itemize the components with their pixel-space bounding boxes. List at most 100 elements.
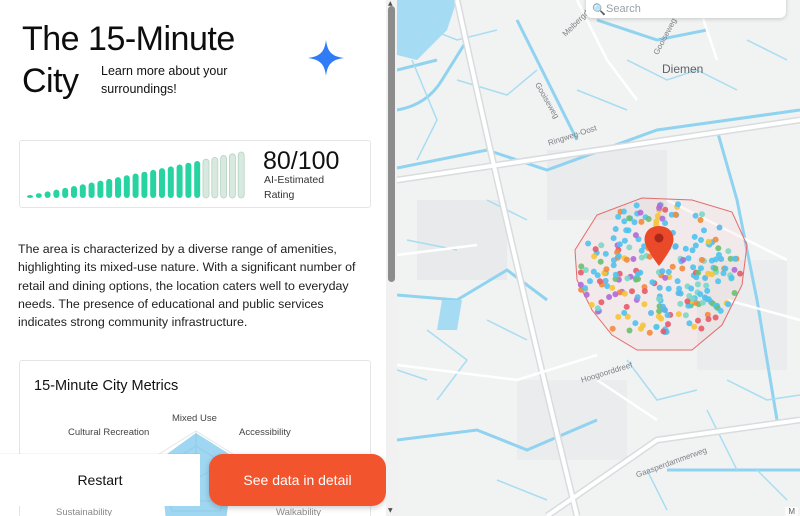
amenity-dot[interactable] (674, 278, 681, 285)
amenity-dot[interactable] (632, 232, 639, 239)
amenity-dot[interactable] (705, 316, 712, 323)
amenity-dot[interactable] (615, 313, 622, 320)
amenity-dot[interactable] (732, 255, 738, 262)
amenity-dot[interactable] (660, 328, 667, 335)
amenity-dot[interactable] (694, 281, 701, 288)
amenity-dot[interactable] (703, 282, 710, 289)
amenity-dot[interactable] (630, 256, 637, 262)
amenity-dot[interactable] (577, 281, 584, 288)
amenity-dot[interactable] (656, 296, 662, 302)
location-pin-icon[interactable] (644, 226, 674, 266)
amenity-dot[interactable] (665, 285, 672, 292)
amenity-dot[interactable] (626, 215, 633, 222)
amenity-dot[interactable] (645, 216, 652, 222)
amenity-dot[interactable] (672, 243, 679, 250)
amenity-dot[interactable] (675, 201, 681, 208)
amenity-dot[interactable] (615, 253, 622, 259)
amenity-dot[interactable] (659, 215, 666, 222)
amenity-dot[interactable] (621, 290, 628, 297)
amenity-dot[interactable] (655, 313, 662, 320)
amenity-dot[interactable] (708, 271, 715, 278)
amenity-dot[interactable] (634, 294, 641, 301)
amenity-dot[interactable] (662, 274, 669, 281)
amenity-dot[interactable] (672, 211, 679, 218)
amenity-dot[interactable] (705, 238, 712, 245)
amenity-dot[interactable] (623, 227, 630, 234)
amenity-dot[interactable] (641, 301, 648, 308)
amenity-dot[interactable] (638, 218, 645, 225)
amenity-dot[interactable] (615, 213, 622, 220)
amenity-dot[interactable] (712, 314, 719, 321)
amenity-dot[interactable] (698, 256, 705, 263)
amenity-dot[interactable] (635, 270, 641, 277)
amenity-dot[interactable] (656, 308, 663, 315)
amenity-dot[interactable] (653, 218, 660, 225)
amenity-dot[interactable] (626, 327, 633, 334)
amenity-dot[interactable] (612, 226, 619, 232)
amenity-dot[interactable] (699, 299, 706, 306)
amenity-dot[interactable] (594, 272, 601, 279)
amenity-dot[interactable] (664, 312, 671, 319)
amenity-dot[interactable] (659, 303, 666, 310)
amenity-dot[interactable] (662, 206, 669, 213)
see-data-detail-button[interactable]: See data in detail (209, 454, 386, 506)
amenity-dot[interactable] (665, 321, 671, 328)
amenity-dot[interactable] (702, 275, 709, 281)
amenity-dot[interactable] (648, 310, 654, 316)
amenity-dot[interactable] (632, 320, 639, 327)
amenity-dot[interactable] (728, 274, 735, 281)
amenity-dot[interactable] (623, 303, 630, 310)
amenity-dot[interactable] (626, 244, 633, 251)
amenity-dot[interactable] (620, 208, 627, 215)
search-input[interactable]: 🔍 Search (586, 0, 786, 18)
amenity-dot[interactable] (691, 323, 698, 330)
amenity-dot[interactable] (697, 291, 704, 298)
amenity-dot[interactable] (633, 202, 640, 209)
amenity-dot[interactable] (592, 246, 599, 253)
amenity-dot[interactable] (716, 224, 723, 231)
amenity-dot[interactable] (690, 264, 697, 271)
amenity-dot[interactable] (624, 275, 631, 282)
amenity-dot[interactable] (597, 258, 604, 265)
amenity-dot[interactable] (582, 285, 588, 291)
amenity-dot[interactable] (638, 254, 645, 261)
amenity-dot[interactable] (598, 242, 605, 249)
amenity-dot[interactable] (621, 237, 628, 244)
amenity-dot[interactable] (704, 287, 711, 294)
amenity-dot[interactable] (659, 268, 666, 275)
amenity-dot[interactable] (606, 294, 613, 300)
amenity-dot[interactable] (602, 250, 609, 257)
amenity-dot[interactable] (616, 241, 623, 248)
amenity-dot[interactable] (582, 267, 589, 273)
amenity-dot[interactable] (610, 262, 617, 269)
amenity-dot[interactable] (669, 263, 676, 270)
amenity-dot[interactable] (693, 274, 700, 281)
panel-scrollbar[interactable]: ▲ ▼ (386, 0, 397, 516)
amenity-dot[interactable] (624, 313, 631, 320)
amenity-dot[interactable] (656, 202, 663, 209)
amenity-dot[interactable] (682, 245, 689, 252)
amenity-dot[interactable] (716, 251, 722, 258)
amenity-dot[interactable] (609, 325, 616, 332)
scroll-down-icon[interactable]: ▼ (388, 507, 393, 514)
amenity-dot[interactable] (629, 288, 635, 295)
amenity-dot[interactable] (698, 325, 705, 332)
amenity-dot[interactable] (590, 268, 597, 275)
amenity-dot[interactable] (689, 247, 696, 254)
amenity-dot[interactable] (697, 217, 704, 223)
map-canvas[interactable] (397, 0, 800, 516)
map-attribution[interactable]: M (785, 507, 798, 516)
amenity-dot[interactable] (737, 270, 744, 277)
amenity-dot[interactable] (597, 278, 603, 285)
amenity-dot[interactable] (641, 288, 648, 295)
amenity-dot[interactable] (692, 242, 699, 249)
amenity-dot[interactable] (708, 257, 715, 264)
amenity-dot[interactable] (623, 256, 630, 263)
amenity-dot[interactable] (685, 255, 692, 262)
amenity-dot[interactable] (717, 307, 724, 314)
amenity-dot[interactable] (610, 235, 617, 242)
amenity-dot[interactable] (725, 301, 732, 308)
amenity-dot[interactable] (602, 277, 609, 284)
amenity-dot[interactable] (654, 213, 661, 219)
amenity-dot[interactable] (720, 270, 727, 277)
